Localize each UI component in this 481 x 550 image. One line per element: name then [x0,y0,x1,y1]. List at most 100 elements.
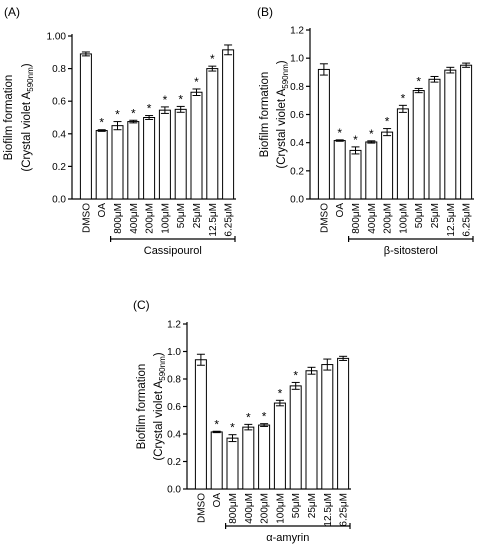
significance-star: * [262,410,267,424]
x-tick-label: 200μM [260,493,271,524]
x-tick-label: 400μM [129,203,140,234]
bar-200μM [143,117,156,200]
bar-400μM [242,426,255,490]
significance-star: * [147,102,152,116]
y-tick-label: 1.2 [167,320,181,331]
x-tick-label: 200μM [383,203,394,234]
bar-OA [95,130,108,200]
bar-800μM [349,149,362,200]
significance-star: * [369,127,374,141]
x-tick-label: 100μM [275,493,286,524]
x-tick-label: 400μM [367,203,378,234]
y-tick-label: 0.6 [52,97,66,108]
bar-25μM [428,78,441,200]
significance-star: * [416,74,421,88]
y-tick-label: 0.8 [52,64,66,75]
significance-star: * [210,52,215,66]
y-tick-label: 0.4 [290,138,304,149]
x-tick-label: 6.25μM [462,203,473,237]
x-tick-label: 800μM [351,203,362,234]
x-tick-label: DMSO [319,203,330,233]
significance-star: * [178,92,183,106]
y-tick-label: 0.0 [167,485,181,496]
bar-25μM [305,370,318,490]
x-tick-label: 25μM [192,203,203,228]
bar-50μM [174,108,187,200]
significance-star: * [385,115,390,129]
panel-label: (C) [133,298,150,312]
bar-200μM [381,131,394,200]
significance-star: * [246,410,251,424]
y-axis-label: Biofilm formation [136,364,148,450]
bar-100μM [396,108,409,200]
x-tick-label: 12.5μM [208,203,219,237]
significance-star: * [353,133,358,147]
x-tick-label: DMSO [196,493,207,523]
panel-label: (A) [4,5,20,19]
y-tick-label: 1.0 [290,54,304,65]
panel-b: (B) Biofilm formation (Crystal violet A590… [257,5,474,257]
significance-star: * [214,417,219,431]
bar-DMSO [317,68,330,200]
group-label: β-sitosterol [384,245,438,257]
bar-800μM [226,437,239,490]
y-tick-label: 1.00 [47,32,67,43]
significance-star: * [230,421,235,435]
bar-25μM [190,91,203,200]
x-tick-label: 25μM [307,493,318,518]
bar-50μM [412,90,425,200]
bar-50μM [289,385,302,490]
significance-star: * [99,116,104,130]
y-tick-label: 0.6 [290,110,304,121]
significance-star: * [131,106,136,120]
panel-c: (C) Biofilm formation (Crystal violet A590… [133,298,351,544]
x-tick-label: 400μM [244,493,255,524]
y-tick-label: 0.8 [167,375,181,386]
x-tick-label: 50μM [176,203,187,228]
y-tick-label: 1.0 [167,347,181,358]
x-tick-label: 25μM [430,203,441,228]
x-tick-label: 12.5μM [323,493,334,527]
bar-DMSO [79,53,92,200]
x-tick-label: OA [212,493,223,508]
y-tick-label: 0.4 [167,430,181,441]
y-axis-label: Biofilm formation [3,75,15,161]
bar-6.25μM [460,64,473,200]
bar-12.5μM [444,69,457,200]
y-tick-label: 0.0 [52,195,66,206]
x-tick-label: 100μM [398,203,409,234]
group-label: α-amyrin [266,532,309,544]
x-tick-label: OA [335,203,346,218]
x-tick-label: 6.25μM [224,203,235,237]
significance-star: * [163,93,168,107]
y-tick-label: 0.4 [52,129,66,140]
x-tick-label: OA [97,203,108,218]
bar-200μM [258,424,271,490]
x-tick-label: 800μM [228,493,239,524]
y-tick-label: 0.2 [52,162,66,173]
bar-6.25μM [222,49,235,200]
significance-star: * [401,91,406,105]
x-tick-label: 6.25μM [339,493,350,527]
y-tick-label: 1.2 [290,26,304,37]
bar-400μM [365,141,378,200]
group-label: Cassipourol [144,245,202,257]
bar-OA [333,140,346,200]
bar-DMSO [194,359,207,490]
significance-star: * [115,108,120,122]
bar-OA [210,431,223,490]
significance-star: * [337,126,342,140]
significance-star: * [278,386,283,400]
bar-400μM [127,121,140,200]
x-tick-label: 50μM [414,203,425,228]
y-tick-label: 0.8 [290,82,304,93]
x-tick-label: DMSO [81,203,92,233]
y-axis-label-line2: (Crystal violet A590nm) [153,352,167,460]
bar-12.5μM [206,68,219,200]
y-axis-label-line2: (Crystal violet A590nm) [21,63,35,171]
x-tick-label: 100μM [160,203,171,234]
x-tick-label: 200μM [145,203,156,234]
bar-100μM [273,402,286,490]
y-tick-label: 0.2 [167,457,181,468]
significance-star: * [194,75,199,89]
